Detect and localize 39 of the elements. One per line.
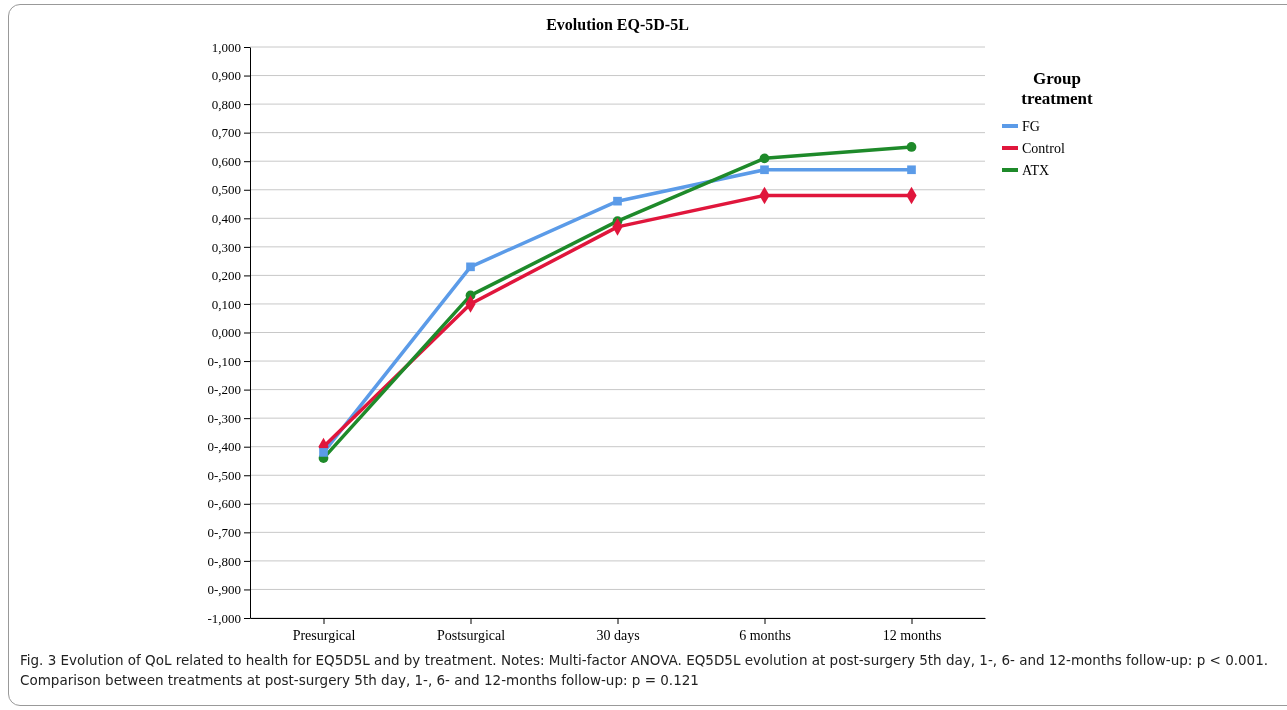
x-tick-label: Postsurgical: [436, 627, 506, 643]
y-tick-label: 0-,200: [207, 382, 241, 398]
x-tick-label: 6 months: [739, 627, 791, 643]
point: [613, 196, 622, 206]
y-tick-label: 0,500: [211, 182, 241, 198]
y-tick-label: 0-,700: [207, 525, 241, 541]
y-tick-label: 0,900: [211, 68, 241, 84]
y-tick-label: 0,200: [211, 268, 241, 284]
point: [906, 142, 917, 152]
y-tick-label: 0-,400: [207, 439, 241, 455]
chart-title: Evolution EQ-5D-5L: [546, 16, 689, 33]
x-tick-label: 30 days: [596, 627, 640, 643]
caption: Fig. 3 Evolution of QoL related to health for EQ5D5L and by treatment. Notes: Multi-factor ANOVA. EQ5D5L evolution at post-surgery 5th day, 1-, 6- and 12-months follow-up: p < 0.001. Comparison between treatments at post-surgery 5th day, 1-, 6- and 12-months follow-up: p = 0.121: [20, 651, 1270, 690]
legend-label: ATX: [1022, 163, 1050, 178]
legend-label: FG: [1022, 119, 1040, 134]
x-tick-label: Presurgical: [292, 627, 356, 643]
y-tick-label: 1,000: [211, 39, 241, 55]
point: [466, 262, 475, 272]
y-tick-label: 0,300: [211, 239, 241, 255]
point: [319, 448, 328, 457]
y-tick-label: 0,800: [211, 96, 241, 112]
y-tick-label: 0-,800: [207, 553, 241, 569]
legend-title: Group treatment: [1021, 69, 1094, 108]
y-tick-label: 0,100: [211, 296, 241, 312]
y-tick-label: 0-,300: [207, 410, 241, 426]
legend-label: Control: [1022, 141, 1065, 156]
y-tick-label: 0-,100: [207, 353, 241, 369]
point: [907, 165, 916, 175]
y-tick-label: 0-,900: [207, 582, 241, 598]
y-tick-label: 0,700: [211, 125, 241, 141]
y-tick-label: 0-,500: [207, 467, 241, 483]
y-tick-label: 0-,600: [207, 496, 241, 512]
y-tick-label: 0,600: [211, 153, 241, 169]
point: [760, 165, 769, 175]
x-tick-label: 12 months: [882, 627, 942, 643]
y-tick-label: -1,000: [207, 610, 241, 626]
point: [759, 153, 770, 164]
y-tick-label: 0,000: [211, 325, 241, 341]
y-tick-label: 0,400: [211, 210, 241, 226]
